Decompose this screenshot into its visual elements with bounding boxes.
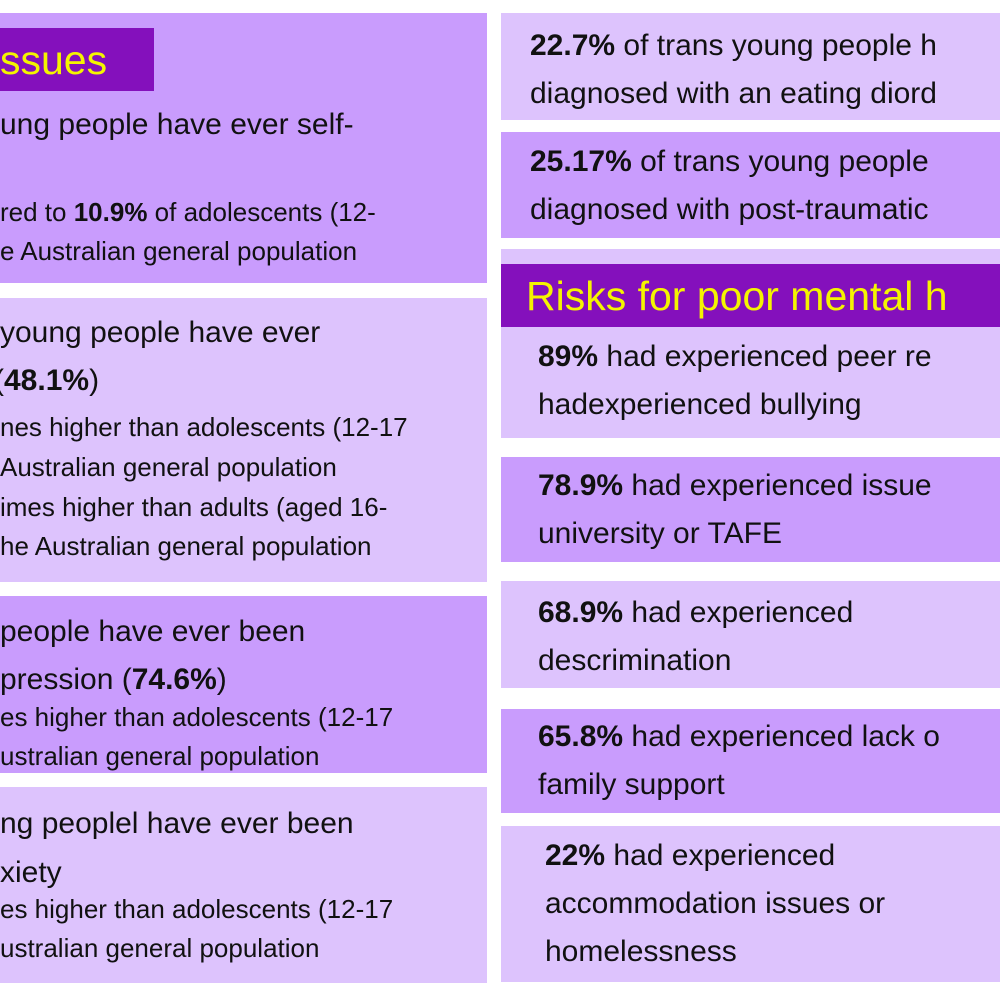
education-issues-card: 78.9% had experienced issue university o… — [501, 457, 1000, 562]
suicide-comparison-1: nes higher than adolescents (12-17 — [0, 412, 408, 442]
ptsd-line1: 25.17% of trans young people — [530, 145, 929, 178]
self-harm-statement: ung people have ever self- — [0, 108, 354, 141]
anxiety-statement: ng peoplel have ever been — [0, 807, 354, 840]
section-heading: ssues — [0, 37, 108, 83]
suicide-attempt-card: young people have ever (48.1%) nes highe… — [0, 298, 487, 582]
eating-disorder-line2: diagnosed with an eating diord — [530, 77, 937, 110]
suicide-comparison-2-cont: he Australian general population — [0, 531, 372, 561]
depression-comparison-cont: ustralian general population — [0, 741, 320, 771]
risk-line2: accommodation issues or — [545, 887, 886, 920]
self-harm-card: ssues ung people have ever self- red to … — [0, 13, 487, 283]
risk-line1: 89% had experienced peer re — [538, 340, 932, 373]
risks-heading: Risks for poor mental h — [526, 273, 948, 319]
anxiety-statement-cont: xiety — [0, 856, 62, 889]
risk-line2: family support — [538, 768, 725, 801]
risk-line2: university or TAFE — [538, 517, 782, 550]
risk-line1: 68.9% had experienced — [538, 596, 854, 629]
risks-header: Risks for poor mental h — [501, 264, 1000, 327]
risk-line2: descrimination — [538, 644, 732, 677]
peer-rejection-card: Risks for poor mental h 89% had experien… — [501, 249, 1000, 438]
suicide-comparison-1-cont: Australian general population — [0, 452, 337, 482]
self-harm-comparison-cont: e Australian general population — [0, 236, 358, 266]
suicide-comparison-2: imes higher than adults (aged 16- — [0, 492, 388, 522]
risk-line1: 65.8% had experienced lack o — [538, 720, 940, 753]
discrimination-card: 68.9% had experienced descrimination — [501, 581, 1000, 688]
risk-line1: 78.9% had experienced issue — [538, 469, 932, 502]
anxiety-comparison-cont: ustralian general population — [0, 933, 320, 963]
ptsd-line2: diagnosed with post-traumatic — [530, 193, 929, 226]
ptsd-card: 25.17% of trans young people diagnosed w… — [501, 132, 1000, 238]
risk-line3: homelessness — [545, 935, 737, 968]
family-support-card: 65.8% had experienced lack o family supp… — [501, 709, 1000, 813]
eating-disorder-card: 22.7% of trans young people h diagnosed … — [501, 13, 1000, 120]
homelessness-card: 22% had experienced accommodation issues… — [501, 826, 1000, 982]
suicide-percentage: (48.1%) — [0, 364, 100, 397]
anxiety-comparison: es higher than adolescents (12-17 — [0, 894, 394, 924]
risk-line1: 22% had experienced — [545, 839, 836, 872]
risk-line2: hadexperienced bullying — [538, 388, 862, 421]
anxiety-card: ng peoplel have ever been xiety es highe… — [0, 787, 487, 983]
depression-statement: people have ever been — [0, 615, 306, 648]
mental-health-issues-header: ssues — [0, 28, 154, 91]
self-harm-comparison: red to 10.9% of adolescents (12- — [0, 197, 376, 227]
depression-comparison: es higher than adolescents (12-17 — [0, 702, 394, 732]
depression-percentage: pression (74.6%) — [0, 663, 227, 696]
depression-card: people have ever been pression (74.6%) e… — [0, 596, 487, 773]
eating-disorder-line1: 22.7% of trans young people h — [530, 29, 937, 62]
suicide-statement: young people have ever — [0, 316, 321, 349]
